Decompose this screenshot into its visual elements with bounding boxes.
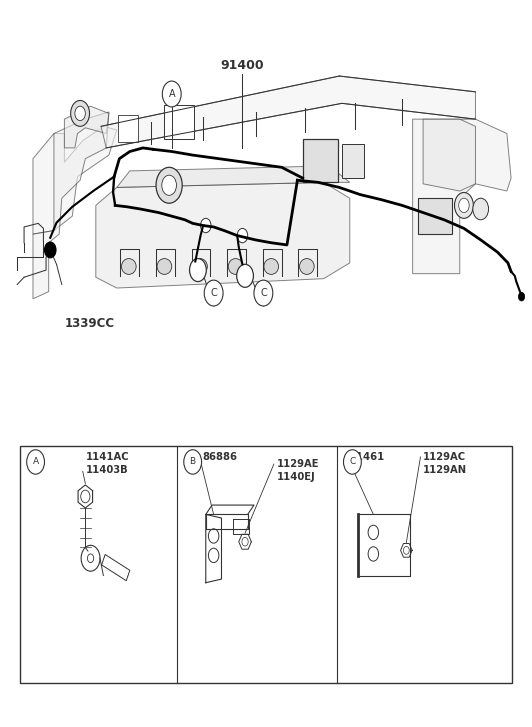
Circle shape — [45, 242, 56, 258]
Text: B: B — [189, 457, 196, 467]
Circle shape — [71, 100, 89, 126]
Circle shape — [75, 106, 85, 121]
Circle shape — [237, 228, 248, 243]
Ellipse shape — [300, 259, 314, 274]
Polygon shape — [33, 112, 109, 299]
Circle shape — [204, 280, 223, 306]
Text: A: A — [32, 457, 39, 467]
Text: 1129AN: 1129AN — [423, 465, 467, 475]
Text: 91400: 91400 — [221, 60, 264, 73]
Bar — [118, 115, 138, 142]
Polygon shape — [96, 182, 350, 288]
Circle shape — [27, 450, 45, 474]
Ellipse shape — [264, 259, 279, 274]
Circle shape — [156, 167, 182, 204]
Ellipse shape — [228, 259, 243, 274]
Polygon shape — [101, 76, 476, 148]
Text: 86886: 86886 — [202, 452, 237, 462]
Text: 1129AC: 1129AC — [423, 452, 466, 462]
Text: 91461: 91461 — [350, 452, 385, 462]
Text: 1141AC: 1141AC — [85, 452, 129, 462]
Text: 1140EJ: 1140EJ — [277, 472, 315, 482]
Circle shape — [189, 259, 206, 281]
Circle shape — [254, 280, 273, 306]
Circle shape — [184, 450, 202, 474]
Circle shape — [237, 265, 253, 287]
Text: C: C — [210, 288, 217, 298]
Circle shape — [454, 193, 473, 218]
Bar — [20, 446, 512, 683]
Ellipse shape — [157, 259, 172, 274]
Ellipse shape — [193, 259, 207, 274]
Text: C: C — [350, 457, 355, 467]
Polygon shape — [413, 119, 511, 273]
Circle shape — [473, 198, 488, 220]
Circle shape — [201, 218, 211, 233]
Text: 1129AE: 1129AE — [277, 459, 319, 469]
Circle shape — [162, 175, 177, 196]
Text: 11403B: 11403B — [85, 465, 128, 475]
Ellipse shape — [121, 259, 136, 274]
Text: A: A — [169, 89, 175, 99]
Polygon shape — [423, 119, 476, 191]
Polygon shape — [64, 106, 109, 148]
Bar — [303, 140, 338, 182]
Bar — [418, 198, 452, 234]
Circle shape — [518, 292, 525, 301]
Text: C: C — [260, 288, 267, 298]
Polygon shape — [33, 126, 117, 234]
Circle shape — [459, 198, 469, 212]
Bar — [342, 144, 364, 178]
Polygon shape — [117, 166, 350, 188]
Circle shape — [162, 81, 181, 107]
Bar — [164, 105, 194, 140]
Circle shape — [344, 450, 361, 474]
Text: 1339CC: 1339CC — [64, 317, 114, 330]
